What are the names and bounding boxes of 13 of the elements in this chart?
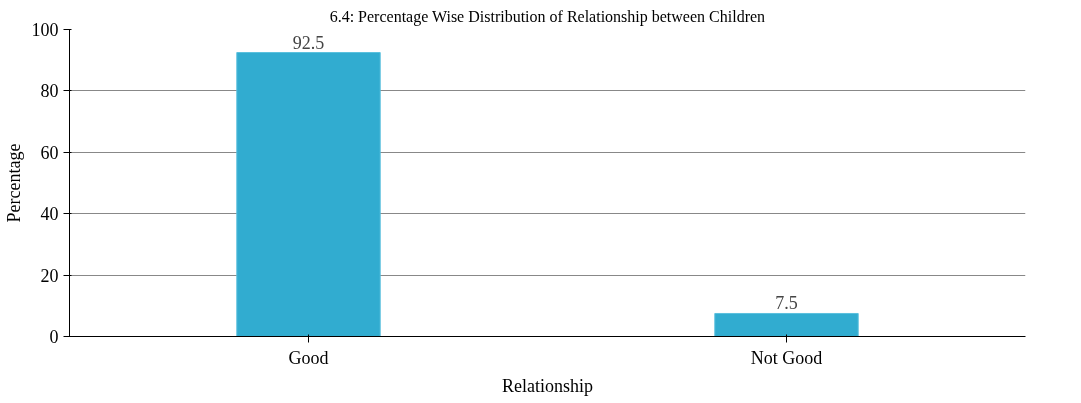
x-tick-label: Good (288, 347, 329, 368)
x-tick-label: Not Good (750, 347, 823, 368)
data-label: 7.5 (775, 293, 798, 314)
y-tick-label: 0 (49, 327, 59, 347)
y-tick-label: 60 (40, 142, 59, 163)
x-axis-title: Relationship (502, 375, 593, 396)
chart-title: 6.4: Percentage Wise Distribution of Relationship between Children (329, 7, 766, 26)
y-tick-label: 40 (40, 204, 59, 225)
y-tick-label: 80 (40, 81, 59, 102)
y-axis-title: Percentage (3, 143, 24, 223)
data-label: 92.5 (292, 32, 325, 53)
y-tick-label: 100 (31, 20, 59, 40)
y-tick-label: 20 (40, 265, 59, 286)
